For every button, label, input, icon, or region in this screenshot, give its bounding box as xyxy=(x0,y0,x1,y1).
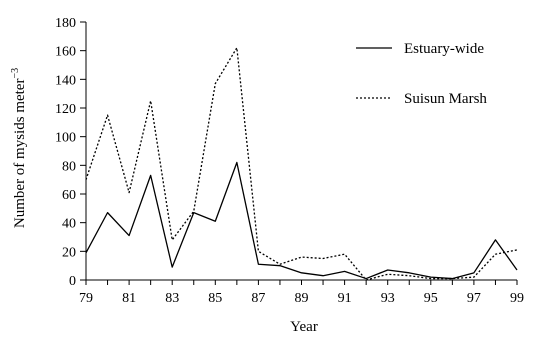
y-tick-label: 140 xyxy=(55,73,76,88)
y-axis-title-superscript: −3 xyxy=(10,68,21,79)
y-tick-label: 20 xyxy=(62,245,76,260)
x-ticks: 79 81 83 85 87 89 91 93 95 97 99 xyxy=(79,280,524,306)
x-tick-label: 97 xyxy=(467,291,481,306)
x-tick-label: 81 xyxy=(122,291,136,306)
legend: Estuary-wide Suisun Marsh xyxy=(356,41,487,107)
x-tick-label: 87 xyxy=(251,291,265,306)
x-tick-label: 95 xyxy=(424,291,438,306)
x-axis-title: Year xyxy=(290,319,318,335)
series-line-suisun-marsh xyxy=(85,47,518,281)
y-tick-label: 40 xyxy=(62,217,76,232)
legend-label-suisun-marsh: Suisun Marsh xyxy=(404,91,487,107)
series xyxy=(85,47,518,281)
legend-label-estuary-wide: Estuary-wide xyxy=(404,41,484,57)
x-tick-label: 83 xyxy=(165,291,179,306)
x-tick-label: 79 xyxy=(79,291,93,306)
y-tick-label: 120 xyxy=(55,102,76,117)
y-ticks: 0 20 40 60 80 100 120 140 160 180 xyxy=(55,16,86,289)
y-tick-label: 100 xyxy=(55,131,76,146)
y-tick-label: 80 xyxy=(62,159,76,174)
y-tick-label: 160 xyxy=(55,45,76,60)
y-axis-title-text: Number of mysids meter xyxy=(12,79,28,229)
y-tick-label: 0 xyxy=(69,274,76,289)
y-axis-title: Number of mysids meter−3 xyxy=(10,68,28,228)
x-tick-label: 91 xyxy=(338,291,352,306)
x-tick-label: 85 xyxy=(208,291,222,306)
x-tick-label: 99 xyxy=(510,291,524,306)
y-tick-label: 180 xyxy=(55,16,76,31)
x-tick-label: 89 xyxy=(295,291,309,306)
y-tick-label: 60 xyxy=(62,188,76,203)
x-tick-label: 93 xyxy=(381,291,395,306)
series-line-estuary-wide xyxy=(85,161,518,280)
